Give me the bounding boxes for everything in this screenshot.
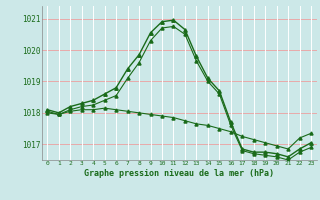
X-axis label: Graphe pression niveau de la mer (hPa): Graphe pression niveau de la mer (hPa) — [84, 169, 274, 178]
